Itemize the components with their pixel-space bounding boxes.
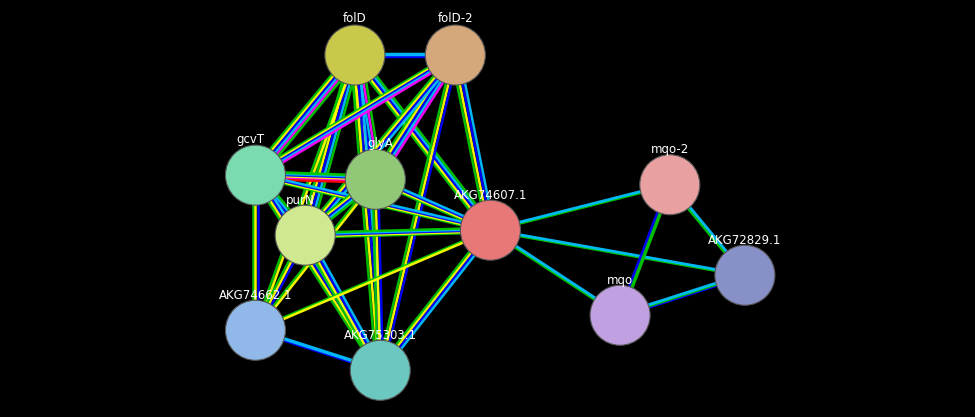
Text: AKG75303.1: AKG75303.1 xyxy=(344,329,416,342)
Ellipse shape xyxy=(350,340,410,400)
Ellipse shape xyxy=(275,205,335,265)
Text: mqo: mqo xyxy=(607,274,633,287)
Ellipse shape xyxy=(225,145,286,205)
Text: folD: folD xyxy=(343,12,367,25)
Ellipse shape xyxy=(590,285,650,345)
Ellipse shape xyxy=(345,149,406,209)
Text: purN: purN xyxy=(286,194,315,207)
Ellipse shape xyxy=(715,245,775,305)
Text: glyA: glyA xyxy=(368,137,393,150)
Ellipse shape xyxy=(460,200,521,260)
Text: gcvT: gcvT xyxy=(237,133,264,146)
Ellipse shape xyxy=(640,155,700,215)
Text: AKG72829.1: AKG72829.1 xyxy=(708,234,782,247)
Text: mqo-2: mqo-2 xyxy=(650,143,689,156)
Ellipse shape xyxy=(225,300,286,360)
Text: AKG74662.1: AKG74662.1 xyxy=(218,289,292,302)
Ellipse shape xyxy=(425,25,486,85)
Text: folD-2: folD-2 xyxy=(438,12,473,25)
Text: AKG74607.1: AKG74607.1 xyxy=(453,189,527,202)
Ellipse shape xyxy=(325,25,385,85)
